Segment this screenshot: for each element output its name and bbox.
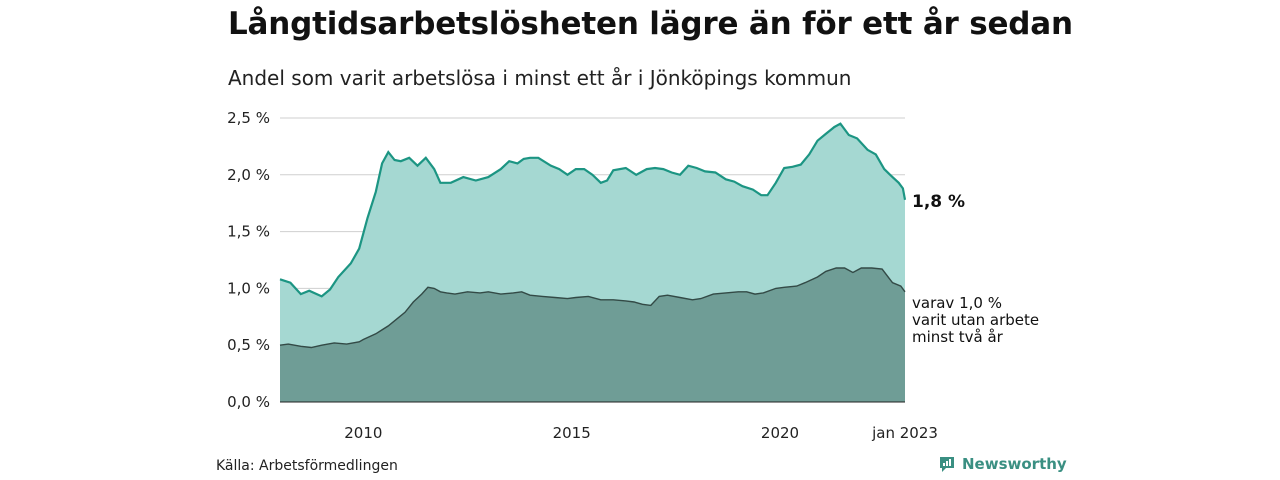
x-tick-label: 2020 xyxy=(761,424,799,442)
series-area-minst-tva-ar xyxy=(280,268,905,402)
chart-subtitle: Andel som varit arbetslösa i minst ett å… xyxy=(228,66,852,90)
end-label-line: varav 1,0 % xyxy=(912,294,1002,312)
source-note: Källa: Arbetsförmedlingen xyxy=(216,458,398,474)
chart-title: Långtidsarbetslösheten lägre än för ett … xyxy=(228,6,1073,42)
y-tick-label: 0,0 % xyxy=(227,393,270,411)
x-tick-label: 2015 xyxy=(553,424,591,442)
y-axis-ticks: 0,0 % 0,5 % 1,0 % 1,5 % 2,0 % 2,5 % xyxy=(227,109,270,411)
end-label-line: minst två år xyxy=(912,328,1004,346)
y-tick-label: 1,0 % xyxy=(227,279,270,297)
series-line-minst-ett-ar xyxy=(279,122,907,298)
x-axis-ticks: 2010 2015 2020 jan 2023 xyxy=(344,424,938,442)
end-label-main: 1,8 % xyxy=(912,192,965,212)
brand-logo: Newsworthy xyxy=(938,455,1067,473)
brand-name: Newsworthy xyxy=(962,455,1067,473)
y-tick-label: 0,5 % xyxy=(227,336,270,354)
series-line-minst-tva-ar xyxy=(279,267,906,349)
y-tick-label: 2,5 % xyxy=(227,109,270,127)
end-label-line: varit utan arbete xyxy=(912,311,1039,329)
y-tick-label: 2,0 % xyxy=(227,166,270,184)
x-tick-label: 2010 xyxy=(344,424,382,442)
y-tick-label: 1,5 % xyxy=(227,223,270,241)
newsworthy-logo-icon xyxy=(940,457,954,472)
x-tick-label: jan 2023 xyxy=(871,424,938,442)
